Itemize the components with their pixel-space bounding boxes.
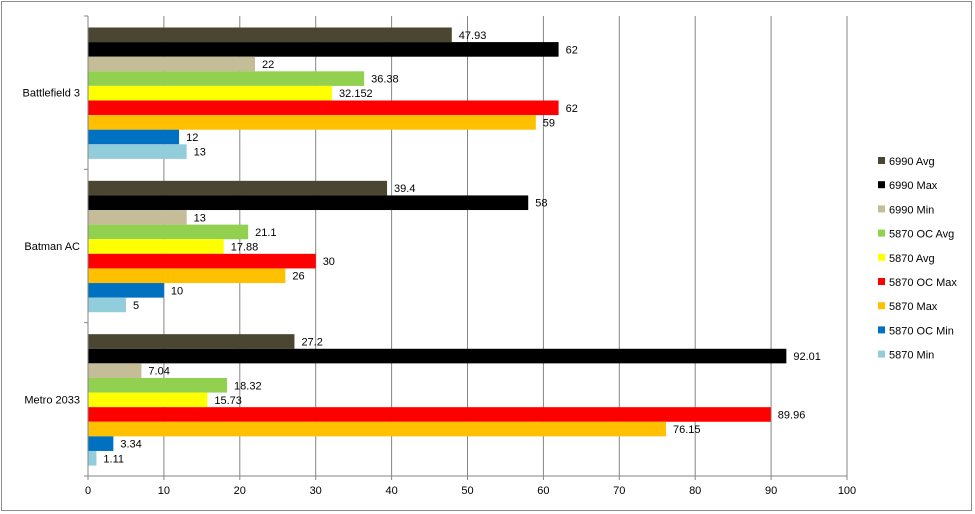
data-label: 62: [566, 103, 578, 115]
bar: [88, 144, 187, 159]
bar: [88, 195, 529, 211]
data-label: 1.11: [103, 453, 124, 465]
legend-label: 5870 OC Avg: [889, 229, 954, 241]
data-label: 58: [535, 198, 547, 210]
legend-swatch: [878, 302, 885, 310]
bar: [88, 71, 365, 86]
data-label: 62: [566, 44, 578, 56]
data-label: 92.01: [793, 351, 821, 363]
bar: [88, 42, 559, 57]
bar: [88, 100, 559, 116]
data-label: 47.93: [459, 30, 487, 42]
data-label: 5: [133, 300, 139, 312]
x-tick-label: 70: [613, 485, 625, 497]
legend-label: 5870 Avg: [889, 253, 935, 265]
legend-swatch: [878, 253, 885, 261]
legend-swatch: [878, 205, 885, 213]
x-tick-label: 20: [234, 485, 246, 497]
x-tick-label: 50: [461, 485, 473, 497]
bar: [88, 115, 536, 130]
x-tick-label: 0: [85, 485, 91, 497]
data-label: 76.15: [673, 424, 701, 436]
legend-label: 6990 Avg: [889, 156, 935, 168]
data-label: 3.34: [120, 439, 141, 451]
data-label: 30: [323, 256, 335, 268]
legend-label: 5870 Min: [889, 350, 934, 362]
legend-label: 6990 Min: [889, 204, 934, 216]
legend-swatch: [878, 181, 885, 189]
data-label: 21.1: [255, 227, 276, 239]
bar: [88, 421, 666, 437]
legend-label: 5870 Max: [889, 301, 938, 313]
category-label: Battlefield 3: [23, 88, 80, 100]
legend-label: 6990 Max: [889, 180, 938, 192]
x-tick-label: 40: [385, 485, 397, 497]
bar: [88, 297, 126, 313]
legend-label: 5870 OC Min: [889, 325, 954, 337]
bar: [88, 450, 97, 466]
data-label: 59: [543, 117, 555, 129]
bars: [88, 27, 787, 466]
legend-swatch: [878, 278, 885, 285]
x-tick-label: 30: [310, 485, 322, 497]
data-label: 13: [194, 147, 206, 159]
bar: [88, 283, 164, 298]
data-label: 89.96: [778, 409, 806, 421]
data-label: 12: [186, 132, 198, 144]
bar: [88, 253, 316, 269]
bar: [88, 27, 452, 43]
bar: [88, 392, 208, 408]
bar: [88, 363, 142, 378]
category-label: Metro 2033: [24, 394, 80, 406]
data-label: 27.2: [301, 336, 322, 348]
x-tick-label: 90: [765, 485, 777, 497]
bar: [88, 56, 255, 72]
bar: [88, 407, 771, 422]
data-label: 7.04: [148, 366, 169, 378]
bar: [88, 85, 333, 101]
data-label: 17.88: [231, 242, 259, 254]
data-label: 13: [194, 212, 206, 224]
data-label: 22: [262, 59, 274, 71]
bar: [88, 436, 114, 451]
bar: [88, 239, 224, 254]
data-label: 26: [292, 271, 304, 283]
x-tick-label: 10: [158, 485, 170, 497]
legend-swatch: [878, 326, 885, 334]
legend-swatch: [878, 350, 885, 358]
bar: [88, 129, 180, 145]
bar: [88, 224, 249, 240]
data-label: 15.73: [214, 395, 242, 407]
x-tick-label: 80: [689, 485, 701, 497]
x-tick-label: 60: [537, 485, 549, 497]
bar: [88, 210, 187, 225]
bar: [88, 268, 286, 284]
value-labels: 47.93 62 22 36.38 32.152 62 59 12 13 39.4 58 13 21.1…: [103, 30, 820, 465]
axes: 0 10 20 30 40 50 60 70 80 90 100 Battlefield 3 Batma…: [23, 15, 856, 497]
legend: 6990 Avg 6990 Max 6990 Min 5870 OC Avg 5870 …: [878, 156, 957, 362]
bar: [88, 180, 388, 196]
data-label: 18.32: [234, 380, 262, 392]
category-label: Batman AC: [24, 241, 80, 253]
data-label: 32.152: [339, 88, 373, 100]
legend-label: 5870 OC Max: [889, 277, 957, 289]
data-label: 10: [171, 285, 183, 297]
legend-swatch: [878, 229, 885, 237]
bar: [88, 377, 228, 393]
data-label: 36.38: [371, 74, 399, 86]
x-tick-label: 100: [838, 485, 856, 497]
bar: [88, 348, 787, 364]
bar: [88, 334, 295, 349]
legend-swatch: [878, 157, 885, 164]
data-label: 39.4: [394, 183, 415, 195]
